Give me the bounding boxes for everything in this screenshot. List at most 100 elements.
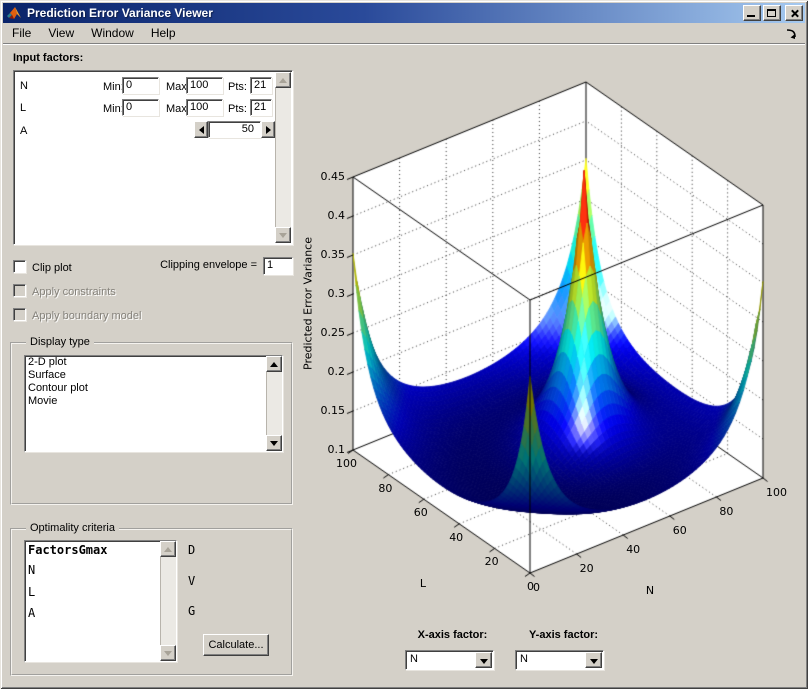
slider-left-button[interactable] — [194, 121, 208, 138]
calculate-button[interactable]: Calculate... — [203, 634, 269, 656]
window-title: Prediction Error Variance Viewer — [27, 6, 213, 20]
y-tick-label: 20 — [463, 555, 499, 568]
min-input-l[interactable]: 0 — [122, 99, 159, 116]
x-axis-factor-select[interactable]: N — [405, 650, 494, 670]
z-tick-label: 0.2 — [300, 365, 345, 378]
scroll-down-button[interactable] — [275, 227, 291, 243]
pts-input-l[interactable]: 21 — [250, 99, 272, 116]
min-input-n[interactable]: 0 — [122, 77, 159, 94]
scroll-down-icon — [270, 441, 278, 446]
x-tick-label: 20 — [580, 562, 616, 575]
max-input-l[interactable]: 100 — [186, 99, 223, 116]
criterion-d-label: D — [188, 543, 195, 557]
y-axis-factor-select[interactable]: N — [515, 650, 604, 670]
display-type-item-surface[interactable]: Surface — [25, 369, 282, 382]
close-icon — [788, 7, 801, 20]
x-tick-label: 60 — [673, 524, 709, 537]
y-axis-factor-value: N — [520, 653, 528, 665]
scroll-up-button[interactable] — [275, 72, 291, 88]
spinner-right-icon — [266, 126, 271, 134]
z-tick-label: 0.3 — [300, 287, 345, 300]
clipping-envelope-input[interactable]: 1 — [263, 257, 293, 275]
factor-name-a: A — [20, 125, 27, 137]
chevron-down-icon — [480, 659, 488, 664]
y-tick-label: 60 — [392, 506, 428, 519]
menu-bar: File View Window Help — [3, 23, 805, 44]
display-type-title: Display type — [26, 336, 94, 348]
min-label-n: Min: — [103, 81, 124, 93]
y-axis-factor-label: Y-axis factor: — [511, 629, 616, 641]
criterion-v-label: V — [188, 574, 195, 588]
optimality-scrollbar[interactable] — [160, 541, 176, 661]
x-axis-label: N — [620, 584, 680, 597]
z-tick-label: 0.35 — [300, 248, 345, 261]
title-bar[interactable]: Prediction Error Variance Viewer — [3, 3, 805, 23]
input-factors-panel: N Min: 0 Max 100 Pts: 21 L Min: 0 Max 10… — [13, 70, 293, 245]
display-type-listbox[interactable]: 2-D plot Surface Contour plot Movie — [24, 355, 283, 452]
max-label-n: Max — [166, 81, 187, 93]
scroll-down-button[interactable] — [160, 645, 176, 661]
x-axis-factor-label: X-axis factor: — [400, 629, 505, 641]
close-button[interactable] — [785, 5, 803, 21]
optimality-listbox[interactable]: FactorsGmax N L A — [24, 540, 177, 662]
scroll-up-icon — [164, 547, 172, 552]
display-type-item-2d[interactable]: 2-D plot — [25, 356, 282, 369]
matlab-logo-icon — [6, 6, 22, 21]
factor-name-n: N — [20, 80, 28, 92]
max-label-l: Max — [166, 103, 187, 115]
max-input-n[interactable]: 100 — [186, 77, 223, 94]
scroll-up-icon — [279, 78, 287, 83]
display-type-group: Display type 2-D plot Surface Contour pl… — [10, 342, 293, 505]
spinner-left-icon — [199, 126, 204, 134]
x-tick-label: 100 — [766, 486, 802, 499]
x-tick-label: 40 — [626, 543, 662, 556]
surface-plot: Predicted Error Variance L N 0.10.150.20… — [300, 50, 808, 625]
chevron-down-icon — [590, 659, 598, 664]
factor-name-l: L — [20, 102, 26, 114]
surface-plot-canvas — [300, 50, 808, 625]
minimize-button[interactable] — [743, 5, 761, 21]
optimality-row-l[interactable]: L — [25, 586, 176, 599]
y-tick-label: 100 — [321, 457, 357, 470]
pts-input-n[interactable]: 21 — [250, 77, 272, 94]
dock-arrow-icon[interactable] — [785, 28, 798, 40]
clip-plot-label: Clip plot — [32, 262, 72, 274]
min-label-l: Min: — [103, 103, 124, 115]
z-tick-label: 0.1 — [300, 443, 345, 456]
menu-file[interactable]: File — [4, 24, 39, 42]
optimality-criteria-group: Optimality criteria FactorsGmax N L A D … — [10, 528, 293, 676]
pts-label-n: Pts: — [228, 81, 247, 93]
scroll-up-button[interactable] — [160, 541, 176, 557]
menu-view[interactable]: View — [40, 24, 82, 42]
scroll-down-button[interactable] — [266, 435, 282, 451]
criterion-g-label: G — [188, 604, 195, 618]
y-axis-dropdown-button[interactable] — [585, 652, 602, 668]
optimality-criteria-title: Optimality criteria — [26, 522, 119, 534]
y-tick-label: 0 — [498, 580, 534, 593]
pts-label-l: Pts: — [228, 103, 247, 115]
optimality-row-a[interactable]: A — [25, 607, 176, 620]
x-axis-factor-value: N — [410, 653, 418, 665]
optimality-header: FactorsGmax — [25, 541, 176, 554]
menu-help[interactable]: Help — [143, 24, 184, 42]
display-type-item-contour[interactable]: Contour plot — [25, 382, 282, 395]
z-tick-label: 0.15 — [300, 404, 345, 417]
x-axis-dropdown-button[interactable] — [475, 652, 492, 668]
apply-boundary-checkbox — [13, 308, 26, 321]
apply-constraints-checkbox — [13, 284, 26, 297]
optimality-row-n[interactable]: N — [25, 564, 176, 577]
clip-plot-checkbox[interactable] — [13, 260, 26, 273]
scroll-up-button[interactable] — [266, 356, 282, 372]
slider-value-a[interactable]: 50 — [208, 121, 261, 138]
slider-right-button[interactable] — [261, 121, 275, 138]
apply-boundary-label: Apply boundary model — [32, 310, 141, 322]
x-tick-label: 80 — [719, 505, 755, 518]
input-factors-scrollbar[interactable] — [275, 72, 291, 243]
menu-window[interactable]: Window — [83, 24, 142, 42]
maximize-button[interactable] — [763, 5, 781, 21]
maximize-icon — [767, 9, 776, 17]
scroll-down-icon — [279, 233, 287, 238]
display-type-scrollbar[interactable] — [266, 356, 282, 451]
y-axis-label: L — [393, 577, 453, 590]
display-type-item-movie[interactable]: Movie — [25, 395, 282, 408]
